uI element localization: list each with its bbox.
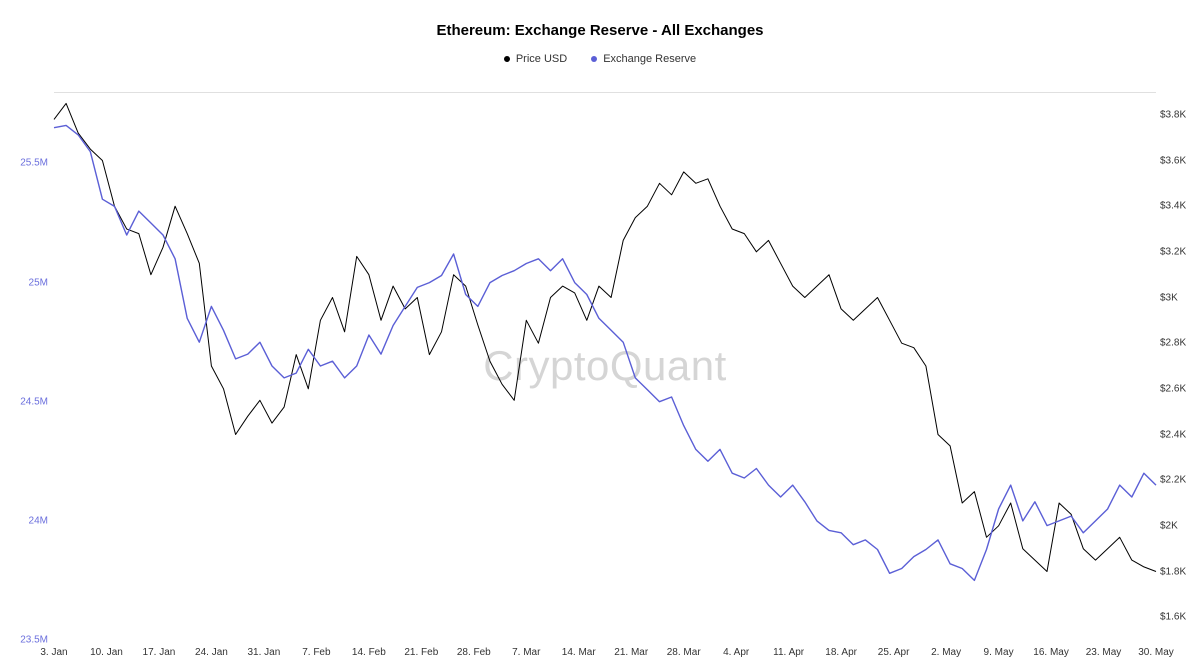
x-tick-label: 7. Feb: [302, 647, 330, 658]
y-right-tick-label: $2.8K: [1160, 338, 1200, 349]
x-tick-label: 18. Apr: [825, 647, 857, 658]
y-right-tick-label: $2.2K: [1160, 475, 1200, 486]
x-tick-label: 7. Mar: [512, 647, 540, 658]
chart-container: Ethereum: Exchange Reserve - All Exchang…: [0, 0, 1200, 670]
x-tick-label: 21. Mar: [614, 647, 648, 658]
x-tick-label: 14. Mar: [562, 647, 596, 658]
y-right-tick-label: $3.8K: [1160, 109, 1200, 120]
y-left-tick-label: 25M: [0, 277, 48, 288]
x-tick-label: 24. Jan: [195, 647, 228, 658]
x-tick-label: 16. May: [1033, 647, 1069, 658]
y-right-tick-label: $3.6K: [1160, 155, 1200, 166]
x-tick-label: 23. May: [1086, 647, 1122, 658]
y-right-tick-label: $1.6K: [1160, 612, 1200, 623]
x-tick-label: 11. Apr: [773, 647, 804, 658]
y-right-tick-label: $1.8K: [1160, 566, 1200, 577]
y-right-tick-label: $3.2K: [1160, 246, 1200, 257]
x-tick-label: 4. Apr: [723, 647, 749, 658]
x-tick-label: 28. Feb: [457, 647, 491, 658]
x-tick-label: 9. May: [984, 647, 1014, 658]
x-tick-label: 30. May: [1138, 647, 1174, 658]
y-right-tick-label: $2K: [1160, 520, 1200, 531]
x-tick-label: 17. Jan: [143, 647, 176, 658]
legend-dot-price: [504, 56, 510, 62]
legend-dot-reserve: [591, 56, 597, 62]
x-tick-label: 10. Jan: [90, 647, 123, 658]
price-line: [54, 103, 1156, 571]
x-tick-label: 3. Jan: [40, 647, 67, 658]
legend-label-reserve: Exchange Reserve: [603, 53, 696, 65]
x-tick-label: 14. Feb: [352, 647, 386, 658]
y-right-tick-label: $2.6K: [1160, 383, 1200, 394]
y-left-tick-label: 24.5M: [0, 396, 48, 407]
chart-svg: [54, 92, 1156, 640]
reserve-line: [54, 125, 1156, 580]
y-left-tick-label: 24M: [0, 515, 48, 526]
x-tick-label: 31. Jan: [247, 647, 280, 658]
x-tick-label: 25. Apr: [878, 647, 910, 658]
legend-item-reserve: Exchange Reserve: [591, 53, 696, 65]
x-tick-label: 21. Feb: [404, 647, 438, 658]
y-left-tick-label: 23.5M: [0, 635, 48, 646]
x-tick-label: 28. Mar: [667, 647, 701, 658]
y-right-tick-label: $3.4K: [1160, 201, 1200, 212]
y-left-tick-label: 25.5M: [0, 158, 48, 169]
y-right-tick-label: $2.4K: [1160, 429, 1200, 440]
chart-title: Ethereum: Exchange Reserve - All Exchang…: [0, 0, 1200, 39]
plot-area: CryptoQuant: [54, 92, 1156, 640]
legend-label-price: Price USD: [516, 53, 567, 65]
y-right-tick-label: $3K: [1160, 292, 1200, 303]
legend: Price USD Exchange Reserve: [0, 53, 1200, 65]
x-tick-label: 2. May: [931, 647, 961, 658]
legend-item-price: Price USD: [504, 53, 567, 65]
